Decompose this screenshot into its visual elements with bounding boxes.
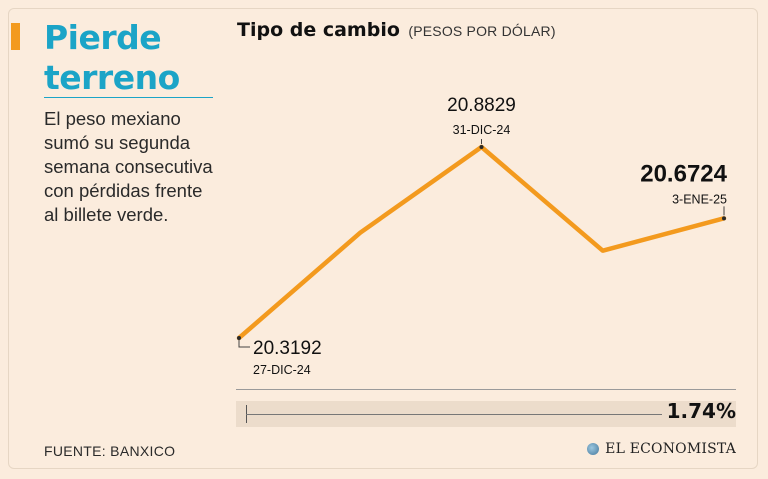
data-label-value: 20.8829	[447, 95, 516, 116]
publisher-name: EL ECONOMISTA	[605, 441, 736, 457]
change-percent: 1.74%	[666, 399, 736, 423]
headline-line-2: terreno	[44, 58, 180, 97]
change-band: 1.74%	[236, 399, 736, 427]
headline: Pierde terreno	[44, 18, 214, 98]
body-text: El peso mexiano sumó su segunda semana c…	[44, 108, 213, 225]
chart-title-block: Tipo de cambio (PESOS POR DÓLAR)	[237, 19, 556, 41]
data-label-date: 3-ENE-25	[672, 192, 727, 206]
headline-line-1: Pierde	[44, 18, 162, 57]
data-label-date: 27-DIC-24	[253, 363, 311, 377]
data-label-date: 31-DIC-24	[453, 123, 511, 137]
x-axis-line	[236, 389, 736, 390]
headline-divider	[44, 97, 213, 98]
globe-icon	[587, 443, 600, 455]
data-point	[479, 145, 484, 149]
source-note: FUENTE: BANXICO	[44, 443, 176, 459]
accent-bar	[11, 23, 20, 50]
change-band-track	[246, 414, 662, 415]
chart-title: Tipo de cambio	[237, 19, 400, 41]
panel-frame	[8, 8, 758, 469]
label-leader	[238, 340, 250, 348]
publisher-logo: EL ECONOMISTA	[587, 441, 736, 457]
data-point	[722, 216, 726, 221]
data-label-value: 20.6724	[640, 160, 727, 187]
data-point	[237, 336, 241, 340]
data-label-value: 20.3192	[253, 338, 322, 359]
chart-subtitle: (PESOS POR DÓLAR)	[408, 23, 556, 39]
